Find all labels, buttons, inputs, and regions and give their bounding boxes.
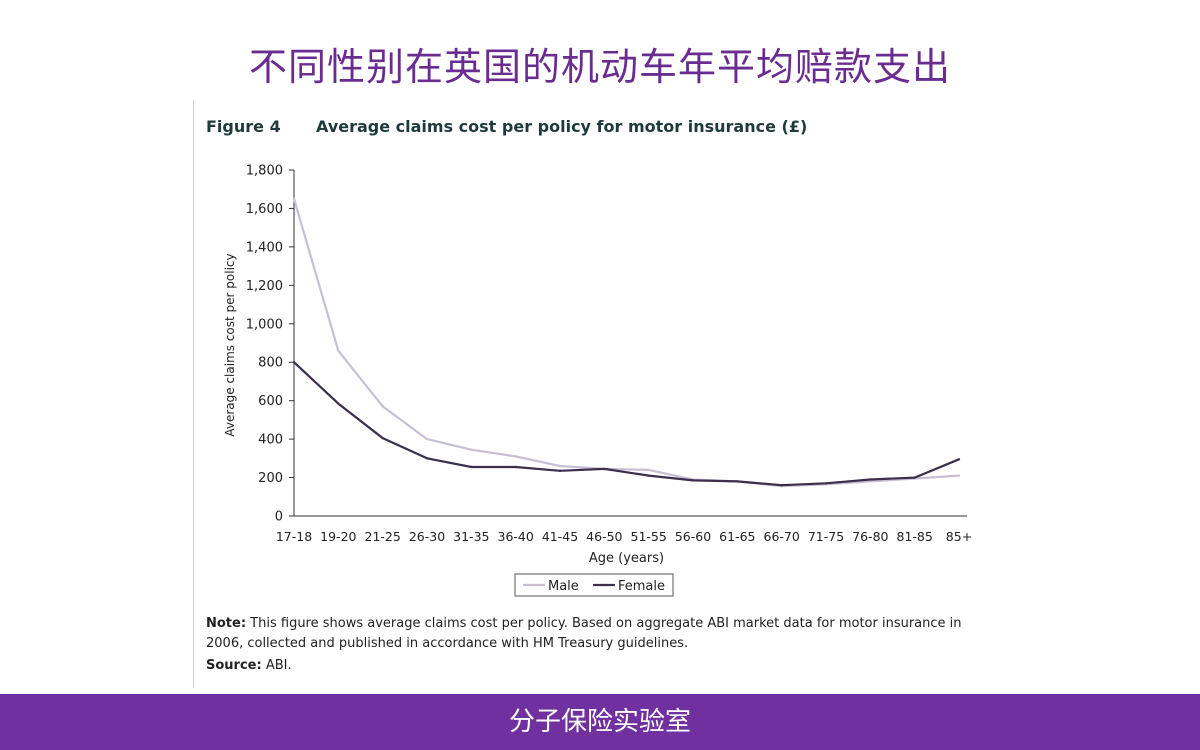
y-axis-title: Average claims cost per policy: [223, 253, 237, 436]
legend-label-female: Female: [618, 579, 665, 594]
data-point-female: [558, 469, 562, 473]
legend-label-male: Male: [548, 579, 579, 594]
x-tick-label: 46-50: [586, 529, 622, 544]
data-point-male: [337, 349, 340, 352]
data-point-female: [337, 402, 340, 405]
data-point-female: [957, 458, 961, 461]
x-tick-label: 21-25: [365, 529, 401, 544]
data-point-female: [603, 467, 606, 471]
data-point-male: [381, 405, 384, 408]
y-tick-label: 1,400: [246, 240, 283, 255]
x-tick-label: 76-80: [852, 529, 888, 544]
data-point-male: [425, 437, 429, 441]
note-label: Note:: [206, 616, 247, 631]
data-point-female: [425, 457, 429, 460]
data-point-female: [470, 465, 473, 469]
data-point-male: [292, 197, 296, 201]
x-tick-label: 31-35: [453, 529, 489, 544]
y-tick-label: 200: [258, 471, 283, 486]
y-tick-label: 1,200: [246, 279, 283, 294]
data-point-female: [691, 479, 695, 482]
data-point-female: [292, 361, 296, 364]
figure-number: Figure 4: [206, 117, 281, 136]
x-tick-label: 36-40: [498, 529, 534, 544]
x-tick-label: 56-60: [675, 529, 711, 544]
data-point-female: [913, 476, 916, 479]
data-point-female: [824, 482, 828, 485]
x-tick-label: 81-85: [897, 529, 933, 544]
y-tick-label: 1,600: [246, 202, 283, 217]
source-text: ABI.: [261, 658, 292, 673]
x-tick-label: 85+: [946, 529, 972, 544]
x-tick-label: 51-55: [631, 529, 667, 544]
data-point-female: [780, 484, 783, 487]
x-tick-label: 61-65: [719, 529, 755, 544]
y-tick-label: 1,000: [246, 317, 283, 332]
y-tick-label: 600: [258, 394, 283, 409]
data-point-male: [558, 464, 562, 468]
data-point-female: [869, 478, 872, 481]
figure-note: Note: This figure shows average claims c…: [206, 614, 996, 654]
series-line-female: [293, 361, 960, 487]
figure-heading: Figure 4 Average claims cost per policy f…: [206, 117, 807, 136]
footer-bar: 分子保险实验室: [0, 694, 1200, 750]
slide-title: 不同性别在英国的机动车年平均赔款支出: [248, 45, 951, 89]
data-point-male: [647, 468, 650, 472]
x-tick-label: 41-45: [542, 529, 578, 544]
y-tick-label: 800: [258, 356, 283, 371]
data-point-female: [736, 480, 739, 483]
x-tick-label: 66-70: [764, 529, 800, 544]
data-point-female: [647, 474, 650, 477]
y-tick-label: 1,800: [246, 164, 283, 179]
data-point-female: [514, 465, 517, 469]
x-tick-label: 26-30: [409, 529, 445, 544]
data-point-male: [514, 455, 517, 458]
data-point-male: [470, 448, 473, 451]
data-point-male: [869, 480, 872, 483]
x-tick-label: 17-18: [276, 529, 312, 544]
y-tick-label: 0: [275, 510, 283, 525]
x-tick-label: 19-20: [320, 529, 356, 544]
note-text: This figure shows average claims cost pe…: [206, 616, 962, 651]
figure-title: Average claims cost per policy for motor…: [316, 117, 808, 136]
x-axis-title: Age (years): [589, 551, 664, 566]
source-label: Source:: [206, 658, 262, 673]
series-line-male: [292, 198, 960, 488]
data-point-male: [957, 474, 961, 477]
x-tick-label: 71-75: [808, 529, 844, 544]
figure-panel: [193, 100, 1004, 688]
figure-source: Source: ABI.: [206, 658, 292, 673]
data-point-female: [381, 436, 384, 440]
y-tick-label: 400: [258, 433, 283, 448]
